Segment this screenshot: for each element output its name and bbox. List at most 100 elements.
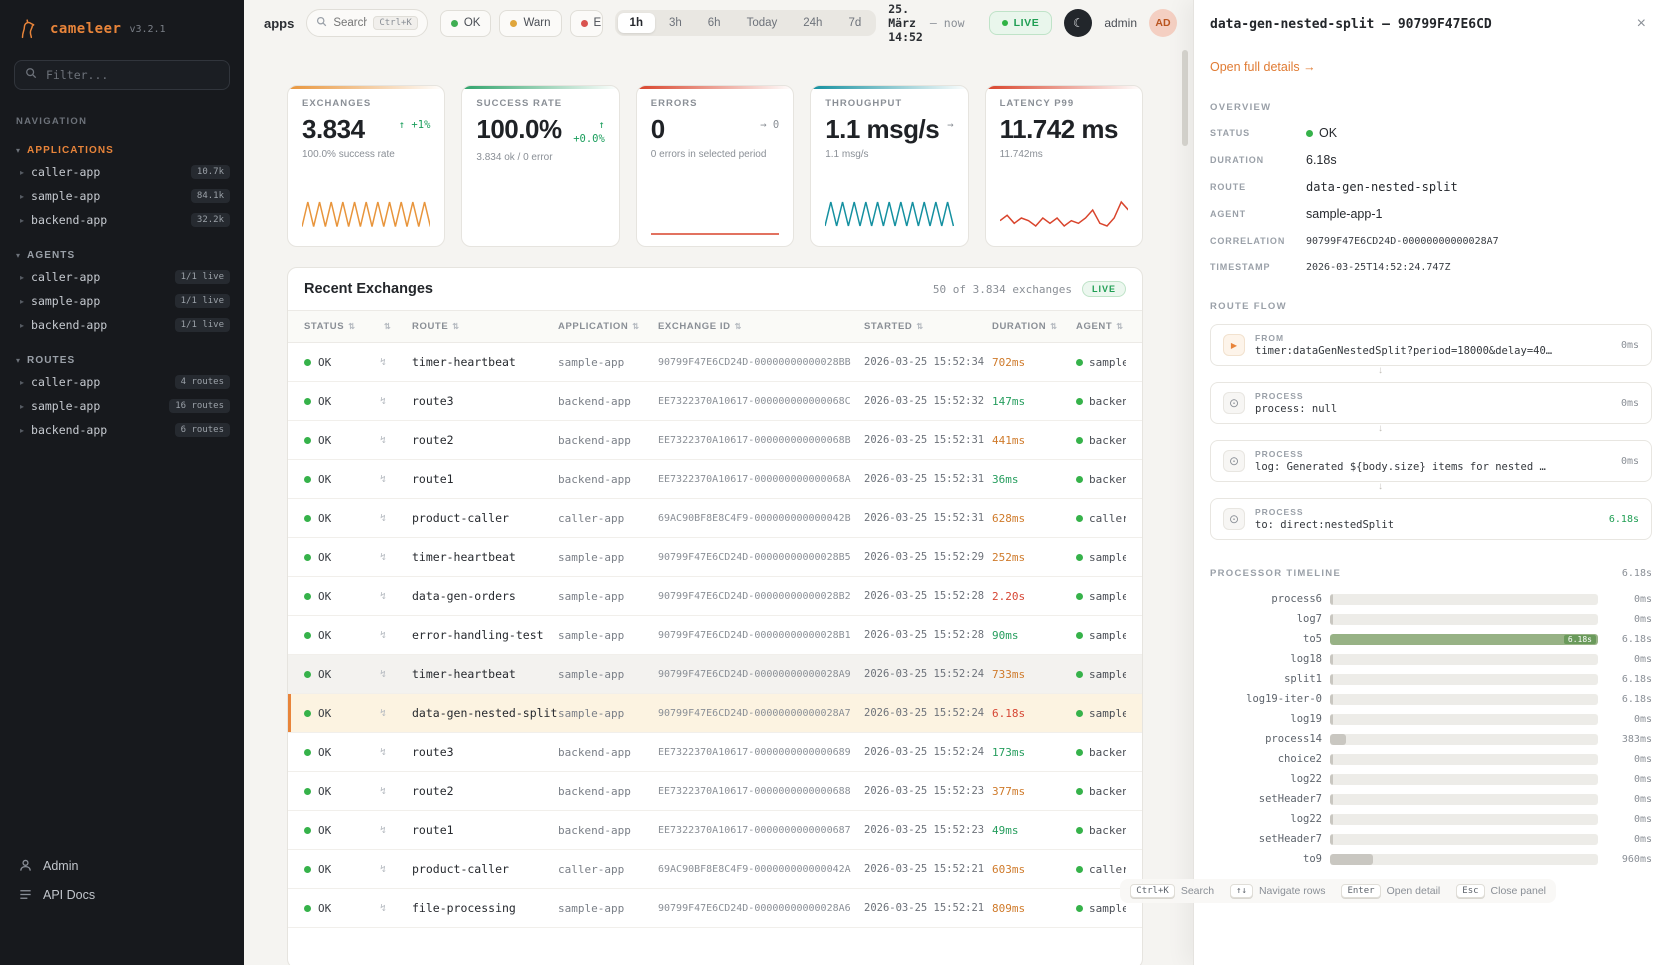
table-row[interactable]: OK ↯ route2 backend-app EE7322370A10617-… — [288, 421, 1142, 460]
dark-mode-toggle[interactable]: ☾ — [1064, 9, 1093, 37]
processor-name: log19 — [1290, 713, 1322, 725]
bolt-icon[interactable]: ↯ — [380, 707, 387, 719]
kpi-card[interactable]: EXCHANGES 3.834 ↑ +1% 100.0% success rat… — [287, 85, 446, 247]
table-row[interactable]: OK ↯ route3 backend-app EE7322370A10617-… — [288, 382, 1142, 421]
bolt-icon[interactable]: ↯ — [380, 746, 387, 758]
scrollbar-thumb[interactable] — [1182, 50, 1188, 146]
column-header[interactable]: ⇅ — [380, 322, 412, 331]
flow-step[interactable]: ⊙ PROCESS log: Generated ${body.size} it… — [1210, 440, 1652, 482]
sidebar-filter[interactable] — [14, 60, 230, 90]
sidebar-section-header[interactable]: ▾ AGENTS — [0, 246, 244, 265]
bolt-icon[interactable]: ↯ — [380, 668, 387, 680]
bolt-icon[interactable]: ↯ — [380, 629, 387, 641]
table-row[interactable]: OK ↯ route1 backend-app EE7322370A10617-… — [288, 811, 1142, 850]
kpi-card[interactable]: ERRORS 0 → 0 0 errors in selected period — [635, 85, 795, 247]
bolt-icon[interactable]: ↯ — [380, 473, 387, 485]
sidebar-item-api-docs[interactable]: API Docs — [0, 880, 244, 909]
logo[interactable]: cameleer v3.2.1 — [0, 0, 244, 42]
bolt-icon[interactable]: ↯ — [380, 512, 387, 524]
timeline-row[interactable]: process14 383ms — [1210, 729, 1652, 749]
bolt-icon[interactable]: ↯ — [380, 434, 387, 446]
scrollbar[interactable] — [1182, 50, 1189, 961]
flow-step[interactable]: ▶ FROM timer:dataGenNestedSplit?period=1… — [1210, 324, 1652, 366]
timeline-row[interactable]: log22 0ms — [1210, 809, 1652, 829]
timeline-row[interactable]: log19-iter-0 6.18s — [1210, 689, 1652, 709]
table-row[interactable]: OK ↯ route3 backend-app EE7322370A10617-… — [288, 733, 1142, 772]
table-row[interactable]: OK ↯ timer-heartbeat sample-app 90799F47… — [288, 538, 1142, 577]
timeline-row[interactable]: split1 6.18s — [1210, 669, 1652, 689]
bolt-icon[interactable]: ↯ — [380, 902, 387, 914]
column-header[interactable]: AGENT ⇅ — [1076, 321, 1126, 332]
timeline-row[interactable]: log19 0ms — [1210, 709, 1652, 729]
timeline-row[interactable]: to9 960ms — [1210, 849, 1652, 869]
column-header[interactable]: STATUS ⇅ — [304, 321, 380, 332]
time-range-button[interactable]: 1h — [617, 13, 655, 33]
close-icon[interactable]: × — [1631, 14, 1652, 34]
kpi-card[interactable]: THROUGHPUT 1.1 msg/s → 1.1 msg/s — [810, 85, 969, 247]
flow-step[interactable]: ⊙ PROCESS process: null 0ms — [1210, 382, 1652, 424]
time-range-button[interactable]: 7d — [836, 13, 873, 33]
time-range-button[interactable]: 6h — [696, 13, 733, 33]
column-header[interactable]: EXCHANGE ID ⇅ — [658, 321, 864, 332]
sidebar-item[interactable]: ▸ caller-app 1/1 live — [0, 265, 244, 289]
time-range-button[interactable]: 3h — [657, 13, 694, 33]
sidebar-item[interactable]: ▸ sample-app 1/1 live — [0, 289, 244, 313]
column-header[interactable]: ROUTE ⇅ — [412, 321, 558, 332]
filter-input[interactable] — [44, 67, 219, 83]
sidebar-section-header[interactable]: ▾ APPLICATIONS — [0, 141, 244, 160]
sidebar-item[interactable]: ▸ backend-app 6 routes — [0, 418, 244, 442]
table-row[interactable]: OK ↯ data-gen-nested-split sample-app 90… — [288, 694, 1142, 733]
table-row[interactable]: OK ↯ timer-heartbeat sample-app 90799F47… — [288, 343, 1142, 382]
table-row[interactable]: OK ↯ product-caller caller-app 69AC90BF8… — [288, 499, 1142, 538]
status-filter[interactable]: Warn — [499, 9, 562, 37]
timeline-row[interactable]: setHeader7 0ms — [1210, 789, 1652, 809]
time-range-button[interactable]: Today — [735, 13, 790, 33]
avatar[interactable]: AD — [1149, 9, 1178, 37]
table-row[interactable]: OK ↯ file-processing sample-app 90799F47… — [288, 889, 1142, 928]
sidebar-item[interactable]: ▸ caller-app 10.7k — [0, 160, 244, 184]
search-input[interactable] — [333, 17, 368, 29]
sidebar-item[interactable]: ▸ caller-app 4 routes — [0, 370, 244, 394]
table-row[interactable]: OK ↯ product-caller caller-app 69AC90BF8… — [288, 850, 1142, 889]
table-row[interactable]: OK ↯ timer-heartbeat sample-app 90799F47… — [288, 655, 1142, 694]
status-filter[interactable]: OK — [439, 9, 492, 37]
sidebar-item[interactable]: ▸ sample-app 16 routes — [0, 394, 244, 418]
row-agent-label: sample — [1089, 706, 1126, 720]
status-filter[interactable]: Error — [569, 9, 603, 37]
flow-step[interactable]: ⊙ PROCESS to: direct:nestedSplit 6.18s — [1210, 498, 1652, 540]
timeline-row[interactable]: log22 0ms — [1210, 769, 1652, 789]
context-switcher[interactable]: apps — [264, 15, 295, 31]
sidebar-item[interactable]: ▸ backend-app 1/1 live — [0, 313, 244, 337]
open-full-details-link[interactable]: Open full details → — [1210, 60, 1316, 74]
timeline-row[interactable]: choice2 0ms — [1210, 749, 1652, 769]
bolt-icon[interactable]: ↯ — [380, 356, 387, 368]
sidebar-section-header[interactable]: ▾ ROUTES — [0, 351, 244, 370]
timeline-row[interactable]: log18 0ms — [1210, 649, 1652, 669]
timeline-row[interactable]: log7 0ms — [1210, 609, 1652, 629]
bolt-icon[interactable]: ↯ — [380, 863, 387, 875]
global-search[interactable]: Ctrl+K — [306, 9, 428, 37]
kpi-card[interactable]: SUCCESS RATE 100.0% ↑ +0.0% 3.834 ok / 0 … — [461, 85, 620, 247]
table-row[interactable]: OK ↯ route2 backend-app EE7322370A10617-… — [288, 772, 1142, 811]
time-range-button[interactable]: 24h — [791, 13, 834, 33]
table-row[interactable]: OK ↯ route1 backend-app EE7322370A10617-… — [288, 460, 1142, 499]
table-row[interactable]: OK ↯ error-handling-test sample-app 9079… — [288, 616, 1142, 655]
kpi-card[interactable]: LATENCY P99 11.742 ms 11.742ms — [984, 85, 1143, 247]
bolt-icon[interactable]: ↯ — [380, 395, 387, 407]
bolt-icon[interactable]: ↯ — [380, 785, 387, 797]
timeline-row[interactable]: to5 6.18s 6.18s — [1210, 629, 1652, 649]
sidebar-item-admin[interactable]: Admin — [0, 851, 244, 880]
bolt-icon[interactable]: ↯ — [380, 824, 387, 836]
sidebar-item[interactable]: ▸ backend-app 32.2k — [0, 208, 244, 232]
bolt-icon[interactable]: ↯ — [380, 551, 387, 563]
column-header[interactable]: APPLICATION ⇅ — [558, 321, 658, 332]
table-row[interactable]: OK ↯ data-gen-orders sample-app 90799F47… — [288, 577, 1142, 616]
column-header[interactable]: DURATION ⇅ — [992, 321, 1076, 332]
live-toggle[interactable]: LIVE — [988, 11, 1053, 35]
column-header[interactable]: STARTED ⇅ — [864, 321, 992, 332]
timeline-row[interactable]: process6 0ms — [1210, 589, 1652, 609]
bolt-icon[interactable]: ↯ — [380, 590, 387, 602]
timeline-row[interactable]: setHeader7 0ms — [1210, 829, 1652, 849]
sidebar-item[interactable]: ▸ sample-app 84.1k — [0, 184, 244, 208]
time-period[interactable]: 25. März 14:52 — now — [888, 2, 964, 44]
